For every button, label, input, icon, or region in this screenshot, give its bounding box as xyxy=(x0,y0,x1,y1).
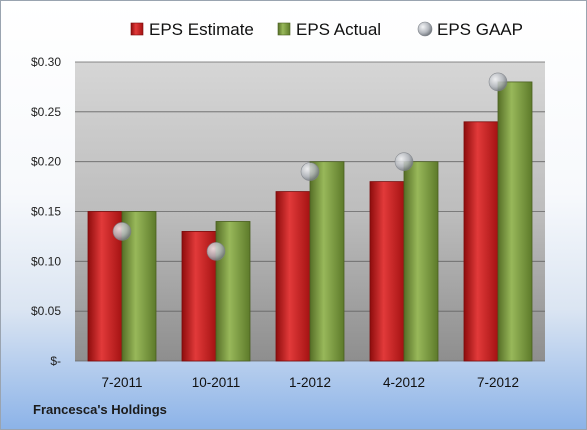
marker-eps-gaap xyxy=(394,152,414,171)
x-tick-label: 4-2012 xyxy=(383,375,425,390)
y-tick-label: $0.25 xyxy=(31,105,61,119)
x-axis: 7-2011 10-2011 1-2012 4-2012 7-2012 xyxy=(101,375,519,390)
x-tick-label: 7-2011 xyxy=(101,375,142,390)
marker-eps-gaap xyxy=(112,222,132,241)
legend-swatch-eps-actual xyxy=(277,22,291,36)
y-tick-label: $0.30 xyxy=(31,55,61,69)
bar-eps-actual xyxy=(403,161,439,362)
legend-label: EPS Estimate xyxy=(149,20,254,39)
company-name: Francesca's Holdings xyxy=(33,402,167,417)
bars xyxy=(87,81,533,362)
legend-swatch-eps-gaap xyxy=(417,21,433,37)
legend-label: EPS Actual xyxy=(296,20,381,39)
bar-eps-actual xyxy=(497,81,533,362)
bar-eps-estimate xyxy=(369,181,405,362)
bar-eps-estimate xyxy=(275,191,311,362)
y-tick-label: $0.20 xyxy=(31,155,61,169)
marker-eps-gaap xyxy=(488,72,508,92)
legend-swatch-eps-estimate xyxy=(130,22,144,36)
y-tick-label: $0.05 xyxy=(31,304,61,318)
x-tick-label: 1-2012 xyxy=(289,375,331,390)
gaap-markers xyxy=(112,72,508,261)
marker-eps-gaap xyxy=(300,162,320,181)
legend: EPS Estimate EPS Actual EPS GAAP xyxy=(130,20,523,39)
bar-eps-actual xyxy=(309,161,345,362)
y-tick-label: $0.10 xyxy=(31,254,61,268)
bar-eps-estimate xyxy=(463,121,499,362)
y-tick-label: $- xyxy=(50,354,61,368)
y-axis: $- $0.05 $0.10 $0.15 $0.20 $0.25 $0.30 xyxy=(31,55,61,368)
marker-eps-gaap xyxy=(206,242,226,261)
bar-eps-actual xyxy=(215,221,251,362)
x-tick-label: 10-2011 xyxy=(192,375,241,390)
legend-label: EPS GAAP xyxy=(437,20,523,39)
x-tick-label: 7-2012 xyxy=(477,375,519,390)
y-tick-label: $0.15 xyxy=(31,205,61,219)
